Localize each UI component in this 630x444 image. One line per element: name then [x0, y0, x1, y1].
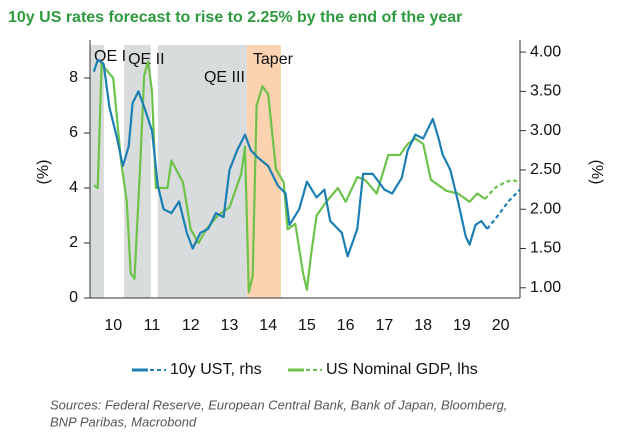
- x-tick-label: 20: [492, 317, 510, 334]
- y2-tick-label: 1.50: [530, 240, 561, 257]
- y-tick-label: 0: [69, 289, 78, 306]
- legend-label: US Nominal GDP, lhs: [326, 361, 478, 378]
- region-label: Taper: [253, 51, 294, 68]
- y2-tick-label: 4.00: [530, 43, 561, 60]
- x-tick-label: 15: [298, 317, 316, 334]
- x-tick-label: 16: [337, 317, 355, 334]
- y-tick-label: 2: [69, 234, 78, 251]
- shaded-region: [124, 45, 151, 298]
- region-label: QE III: [204, 69, 245, 86]
- source-note: Sources: Federal Reserve, European Centr…: [50, 397, 507, 412]
- x-tick-label: 13: [221, 317, 239, 334]
- forecast-line: [486, 188, 521, 230]
- y2-tick-label: 2.00: [530, 200, 561, 217]
- x-tick-label: 18: [414, 317, 432, 334]
- y-tick-label: 4: [69, 179, 78, 196]
- y2-tick-label: 3.00: [530, 122, 561, 139]
- legend-label: 10y UST, rhs: [170, 361, 262, 378]
- y2-tick-label: 2.50: [530, 161, 561, 178]
- y-tick-label: 6: [69, 124, 78, 141]
- x-tick-label: 14: [259, 317, 277, 334]
- source-note: BNP Paribas, Macrobond: [50, 414, 197, 429]
- x-tick-label: 12: [182, 317, 200, 334]
- chart-title: 10y US rates forecast to rise to 2.25% b…: [8, 9, 462, 26]
- x-tick-label: 17: [376, 317, 394, 334]
- y-tick-label: 8: [69, 69, 78, 86]
- x-tick-label: 11: [144, 317, 161, 334]
- region-label: QE I: [94, 48, 126, 65]
- series-line: [92, 58, 488, 258]
- y2-tick-label: 1.00: [530, 279, 561, 296]
- y-axis-label: (%): [35, 160, 52, 185]
- x-tick-label: 19: [453, 317, 471, 334]
- region-label: QE II: [128, 51, 164, 68]
- x-tick-label: 10: [104, 317, 122, 334]
- series-line: [93, 60, 486, 294]
- shaded-region: [157, 45, 247, 298]
- y2-tick-label: 3.50: [530, 83, 561, 100]
- y2-axis-label: (%): [588, 160, 605, 185]
- forecast-line: [484, 178, 521, 200]
